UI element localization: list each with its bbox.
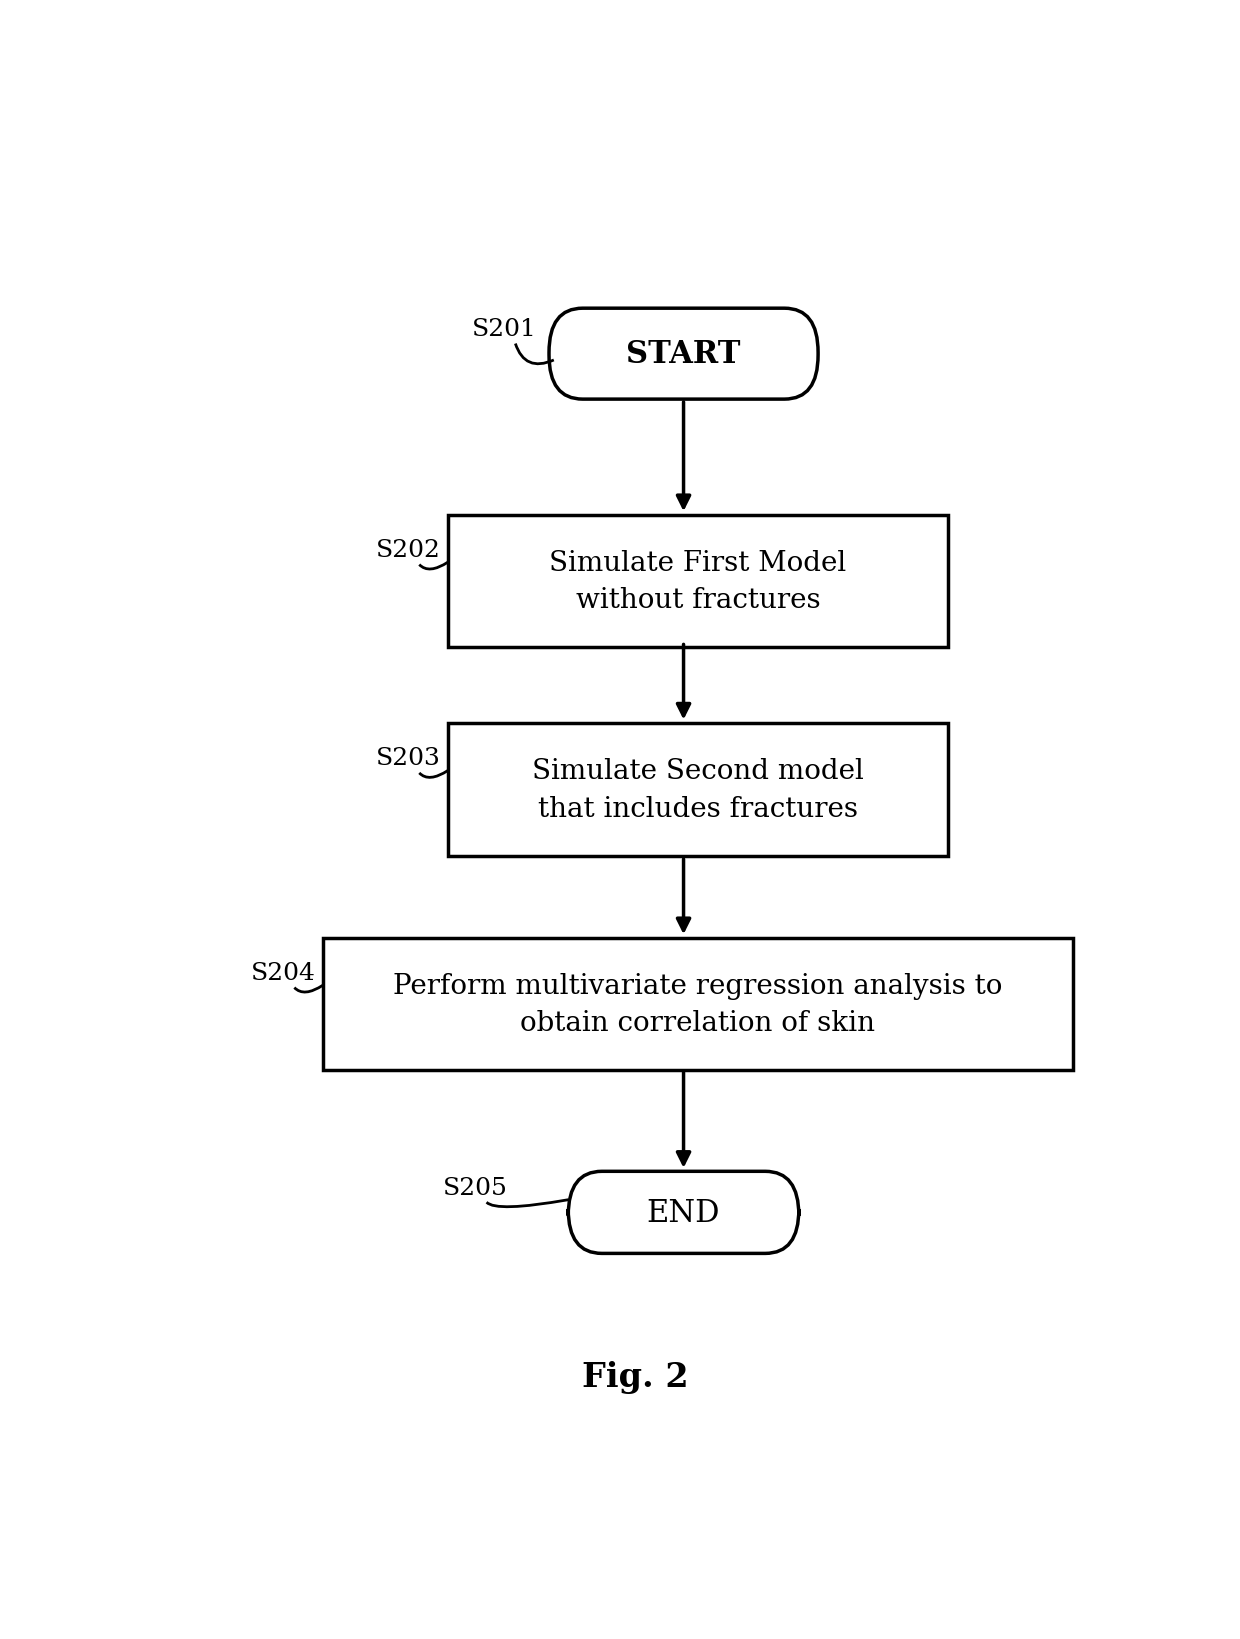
Bar xyxy=(448,515,947,647)
Text: S203: S203 xyxy=(376,747,441,770)
Text: S201: S201 xyxy=(472,318,537,341)
Text: S204: S204 xyxy=(250,962,316,985)
Text: Simulate First Model
without fractures: Simulate First Model without fractures xyxy=(549,549,847,615)
Bar xyxy=(448,723,947,856)
Text: Simulate Second model
that includes fractures: Simulate Second model that includes frac… xyxy=(532,757,864,823)
Text: S202: S202 xyxy=(376,539,441,562)
Text: END: END xyxy=(647,1196,720,1228)
Text: S205: S205 xyxy=(444,1175,508,1198)
FancyBboxPatch shape xyxy=(568,1172,799,1254)
Text: Fig. 2: Fig. 2 xyxy=(583,1360,688,1393)
Text: START: START xyxy=(626,339,740,370)
FancyBboxPatch shape xyxy=(549,310,818,400)
Bar xyxy=(324,938,1073,1070)
Text: Perform multivariate regression analysis to
obtain correlation of skin: Perform multivariate regression analysis… xyxy=(393,972,1003,1036)
